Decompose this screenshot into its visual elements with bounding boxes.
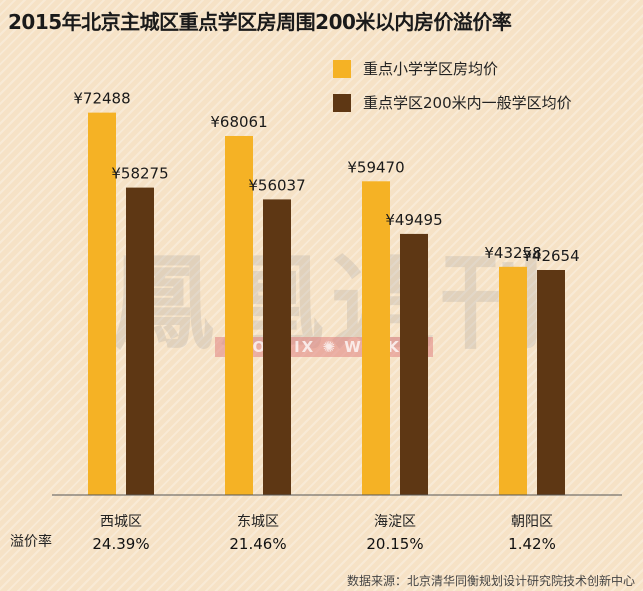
data-label: ¥42654 [522, 247, 579, 265]
data-label: ¥58275 [111, 165, 168, 183]
data-source: 数据来源：北京清华同衡规划设计研究院技术创新中心 [346, 574, 635, 588]
data-label: ¥49495 [385, 211, 442, 229]
bar [537, 270, 565, 495]
legend-swatch-primary [333, 59, 351, 78]
bar [88, 112, 116, 496]
premium-rate-value: 20.15% [366, 535, 423, 553]
category-label: 海淀区 [374, 514, 416, 530]
legend-label-primary: 重点小学学区房均价 [363, 60, 499, 78]
premium-rate-label: 溢价率 [10, 534, 52, 550]
bar [499, 266, 527, 495]
data-label: ¥68061 [210, 113, 267, 131]
bar [400, 233, 428, 495]
premium-rate-value: 24.39% [92, 535, 149, 553]
premium-rate-value: 21.46% [229, 535, 286, 553]
bar [225, 135, 253, 496]
category-label: 西城区 [100, 514, 142, 530]
category-label: 东城区 [237, 514, 279, 530]
legend-swatch-secondary [333, 93, 351, 112]
data-label: ¥43258 [484, 244, 541, 262]
legend-label-secondary: 重点学区200米内一般学区均价 [363, 94, 572, 112]
bar [263, 199, 291, 495]
chart-title: 2015年北京主城区重点学区房周围200米以内房价溢价率 [8, 10, 512, 34]
bar [362, 181, 390, 495]
legend-item-primary: 重点小学学区房均价 [333, 58, 498, 79]
premium-rate-value: 1.42% [508, 535, 556, 553]
legend-item-secondary: 重点学区200米内一般学区均价 [333, 92, 572, 113]
data-label: ¥56037 [248, 176, 305, 194]
category-label: 朝阳区 [511, 514, 553, 530]
data-label: ¥72488 [73, 90, 130, 108]
bar [126, 187, 154, 496]
data-label: ¥59470 [347, 158, 404, 176]
